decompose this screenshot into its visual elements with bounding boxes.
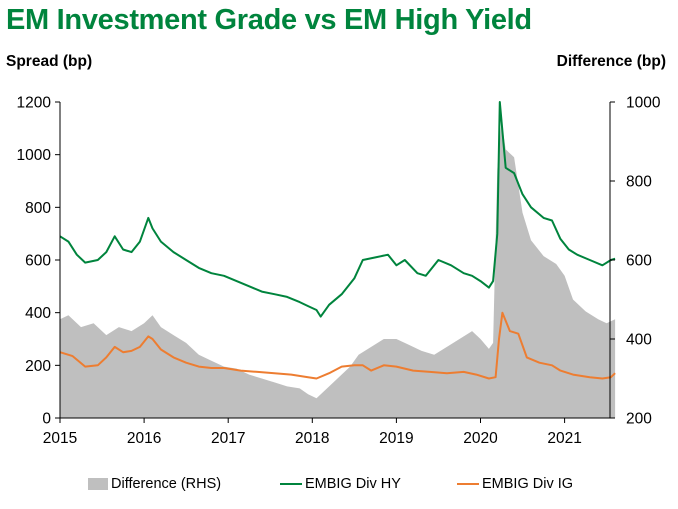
left-tick-label: 600 [25,253,51,270]
legend-label-hy: EMBIG Div HY [305,476,401,492]
right-tick-label: 400 [626,332,652,349]
legend-item-hy: EMBIG Div HY [280,476,401,492]
x-tick-label: 2020 [463,430,498,447]
legend-item-ig: EMBIG Div IG [457,476,573,492]
right-axis-title: Difference (bp) [556,53,666,70]
right-tick-label: 800 [626,174,652,191]
right-tick-label: 200 [626,411,652,428]
left-tick-label: 400 [25,305,51,322]
left-tick-label: 0 [42,411,51,428]
left-tick-label: 200 [25,358,51,375]
x-tick-label: 2016 [127,430,161,447]
x-tick-label: 2017 [211,430,245,447]
legend-item-difference: Difference (RHS) [88,476,221,492]
right-tick-label: 1000 [626,95,661,112]
left-tick-label: 1000 [17,147,52,164]
legend-label-difference: Difference (RHS) [111,476,222,492]
legend-swatch-ig [457,483,479,485]
legend-swatch-difference [88,478,108,490]
chart-title: EM Investment Grade vs EM High Yield [6,4,532,36]
series-line-embig-div-hy [59,101,616,318]
chart-canvas: 0 200 400 600 800 1000 1200 200 400 600 800 1000 201… [17,95,661,448]
legend-label-ig: EMBIG Div IG [482,476,574,492]
x-tick-label: 2019 [379,430,413,447]
right-tick-label: 600 [626,253,652,270]
series-line-embig-div-ig [59,311,616,380]
x-tick-label: 2018 [295,430,329,447]
x-tick-label: 2021 [547,430,581,447]
left-axis-title: Spread (bp) [6,53,93,70]
x-tick-label: 2015 [43,430,77,447]
left-tick-label: 800 [25,200,51,217]
left-tick-label: 1200 [17,95,52,112]
legend-swatch-hy [280,483,302,485]
series-area-difference [60,121,616,419]
legend: Difference (RHS) EMBIG Div HY EMBIG Div … [0,476,678,498]
